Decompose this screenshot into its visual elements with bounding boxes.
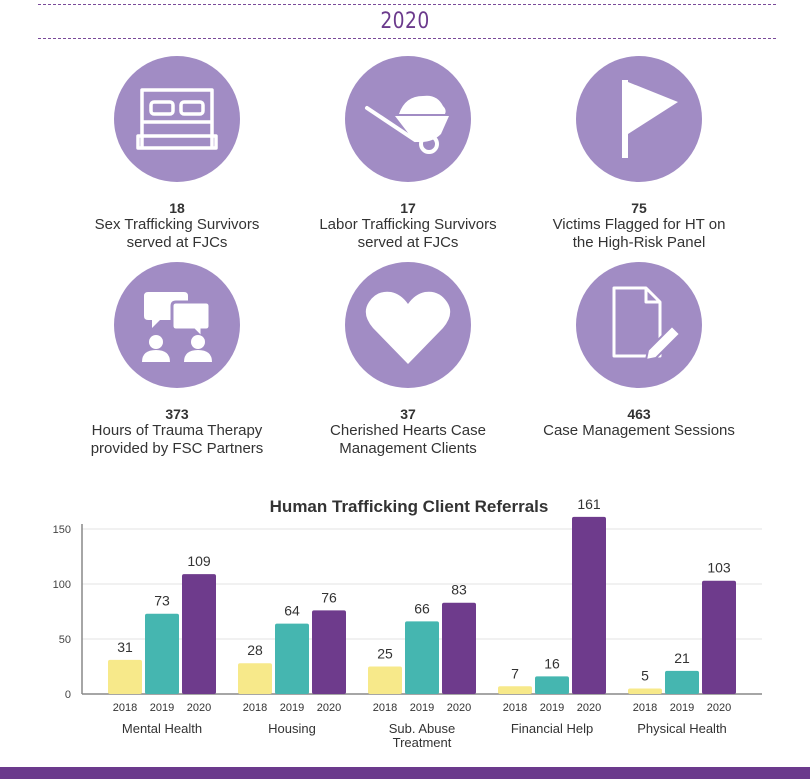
bar-2020 xyxy=(572,516,606,694)
stat-circle xyxy=(114,56,240,182)
y-tick-label: 0 xyxy=(65,689,71,701)
stat-high-risk: 75 Victims Flagged for HT on the High-Ri… xyxy=(519,56,759,252)
stat-circle xyxy=(576,262,702,388)
category-label: Mental Health xyxy=(122,721,202,736)
bar-2018 xyxy=(108,659,142,694)
data-label: 28 xyxy=(247,642,263,658)
stat-label-line1: Sex Trafficking Survivors xyxy=(94,216,260,233)
bar-2020 xyxy=(182,574,216,694)
stat-label-line1: Cherished Hearts Case xyxy=(330,422,486,439)
x-tick-label: 2018 xyxy=(243,702,267,714)
bar-2018 xyxy=(368,666,402,694)
x-tick-label: 2018 xyxy=(503,702,527,714)
stat-label-line2: provided by FSC Partners xyxy=(90,440,264,457)
heart-icon xyxy=(365,291,451,364)
x-tick-label: 2018 xyxy=(113,702,137,714)
bar-2019 xyxy=(535,676,569,694)
bar-2019 xyxy=(275,623,309,694)
stat-sex-trafficking: 18 Sex Trafficking Survivors served at F… xyxy=(57,56,297,252)
data-label: 21 xyxy=(674,650,690,666)
x-tick-label: 2020 xyxy=(187,702,211,714)
x-tick-label: 2018 xyxy=(373,702,397,714)
category-label: Housing xyxy=(268,721,316,736)
y-tick-label: 150 xyxy=(53,524,71,536)
stat-label-line2: served at FJCs xyxy=(126,234,228,251)
category-label: Treatment xyxy=(393,735,452,750)
category-label: Physical Health xyxy=(637,721,727,736)
x-tick-label: 2018 xyxy=(633,702,657,714)
stat-label-line1: Labor Trafficking Survivors xyxy=(319,216,497,233)
stat-label-line1: Victims Flagged for HT on xyxy=(552,216,726,233)
data-label: 5 xyxy=(641,668,649,684)
bar-2018 xyxy=(628,688,662,694)
bar-2019 xyxy=(665,670,699,694)
x-tick-label: 2019 xyxy=(540,702,564,714)
year-divider xyxy=(38,38,776,39)
x-tick-label: 2019 xyxy=(670,702,694,714)
footer-bar xyxy=(0,767,810,779)
stat-label-line2: the High-Risk Panel xyxy=(572,234,706,251)
data-label: 73 xyxy=(154,593,170,609)
stat-circle xyxy=(114,262,240,388)
category-label: Sub. Abuse xyxy=(389,721,456,736)
data-label: 7 xyxy=(511,665,519,681)
data-label: 109 xyxy=(187,553,211,569)
top-divider xyxy=(38,4,776,5)
stat-trauma-therapy: 373 Hours of Trauma Therapy provided by … xyxy=(57,262,297,458)
stat-labor-trafficking: 17 Labor Trafficking Survivors served at… xyxy=(288,56,528,252)
chat-people-icon xyxy=(142,292,212,362)
bed-icon xyxy=(136,88,218,150)
data-label: 31 xyxy=(117,639,133,655)
data-label: 76 xyxy=(321,589,337,605)
bar-2020 xyxy=(312,610,346,694)
y-tick-label: 100 xyxy=(53,579,71,591)
x-tick-label: 2020 xyxy=(707,702,731,714)
stat-label-line2: served at FJCs xyxy=(357,234,459,251)
stat-label-line2: Management Clients xyxy=(339,440,477,457)
stat-label-line1: Hours of Trauma Therapy xyxy=(91,422,263,439)
bar-2020 xyxy=(442,602,476,694)
stat-label-line1: Case Management Sessions xyxy=(543,422,735,439)
data-label: 16 xyxy=(544,655,560,671)
bar-2020 xyxy=(702,580,736,694)
bar-2019 xyxy=(145,613,179,694)
stat-circle xyxy=(576,56,702,182)
stat-value: 17 xyxy=(400,200,416,216)
x-tick-label: 2019 xyxy=(410,702,434,714)
stat-value: 463 xyxy=(627,406,651,422)
stat-circle xyxy=(345,56,471,182)
document-edit-icon xyxy=(612,286,682,362)
stat-value: 75 xyxy=(631,200,647,216)
bar-2019 xyxy=(405,621,439,694)
category-label: Financial Help xyxy=(511,721,593,736)
stat-cherished-hearts: 37 Cherished Hearts Case Management Clie… xyxy=(288,262,528,458)
y-tick-label: 50 xyxy=(59,634,71,646)
stat-case-sessions: 463 Case Management Sessions xyxy=(519,262,759,440)
x-tick-label: 2020 xyxy=(577,702,601,714)
x-tick-label: 2020 xyxy=(447,702,471,714)
stat-circle xyxy=(345,262,471,388)
data-label: 103 xyxy=(707,560,731,576)
year-heading: 2020 xyxy=(380,9,430,34)
wheelbarrow-icon xyxy=(365,95,449,154)
bar-2018 xyxy=(498,686,532,694)
chart-title: Human Trafficking Client Referrals xyxy=(270,497,549,516)
x-tick-label: 2019 xyxy=(280,702,304,714)
data-label: 161 xyxy=(577,496,601,512)
data-label: 66 xyxy=(414,600,430,616)
stat-value: 373 xyxy=(165,406,189,422)
bar-2018 xyxy=(238,663,272,694)
stat-value: 18 xyxy=(169,200,185,216)
stat-value: 37 xyxy=(400,406,416,422)
x-tick-label: 2020 xyxy=(317,702,341,714)
data-label: 83 xyxy=(451,582,467,598)
data-label: 64 xyxy=(284,603,300,619)
data-label: 25 xyxy=(377,646,393,662)
x-tick-label: 2019 xyxy=(150,702,174,714)
flag-icon xyxy=(622,80,678,158)
referrals-bar-chart: Human Trafficking Client Referrals 0 50 100… xyxy=(53,496,762,750)
